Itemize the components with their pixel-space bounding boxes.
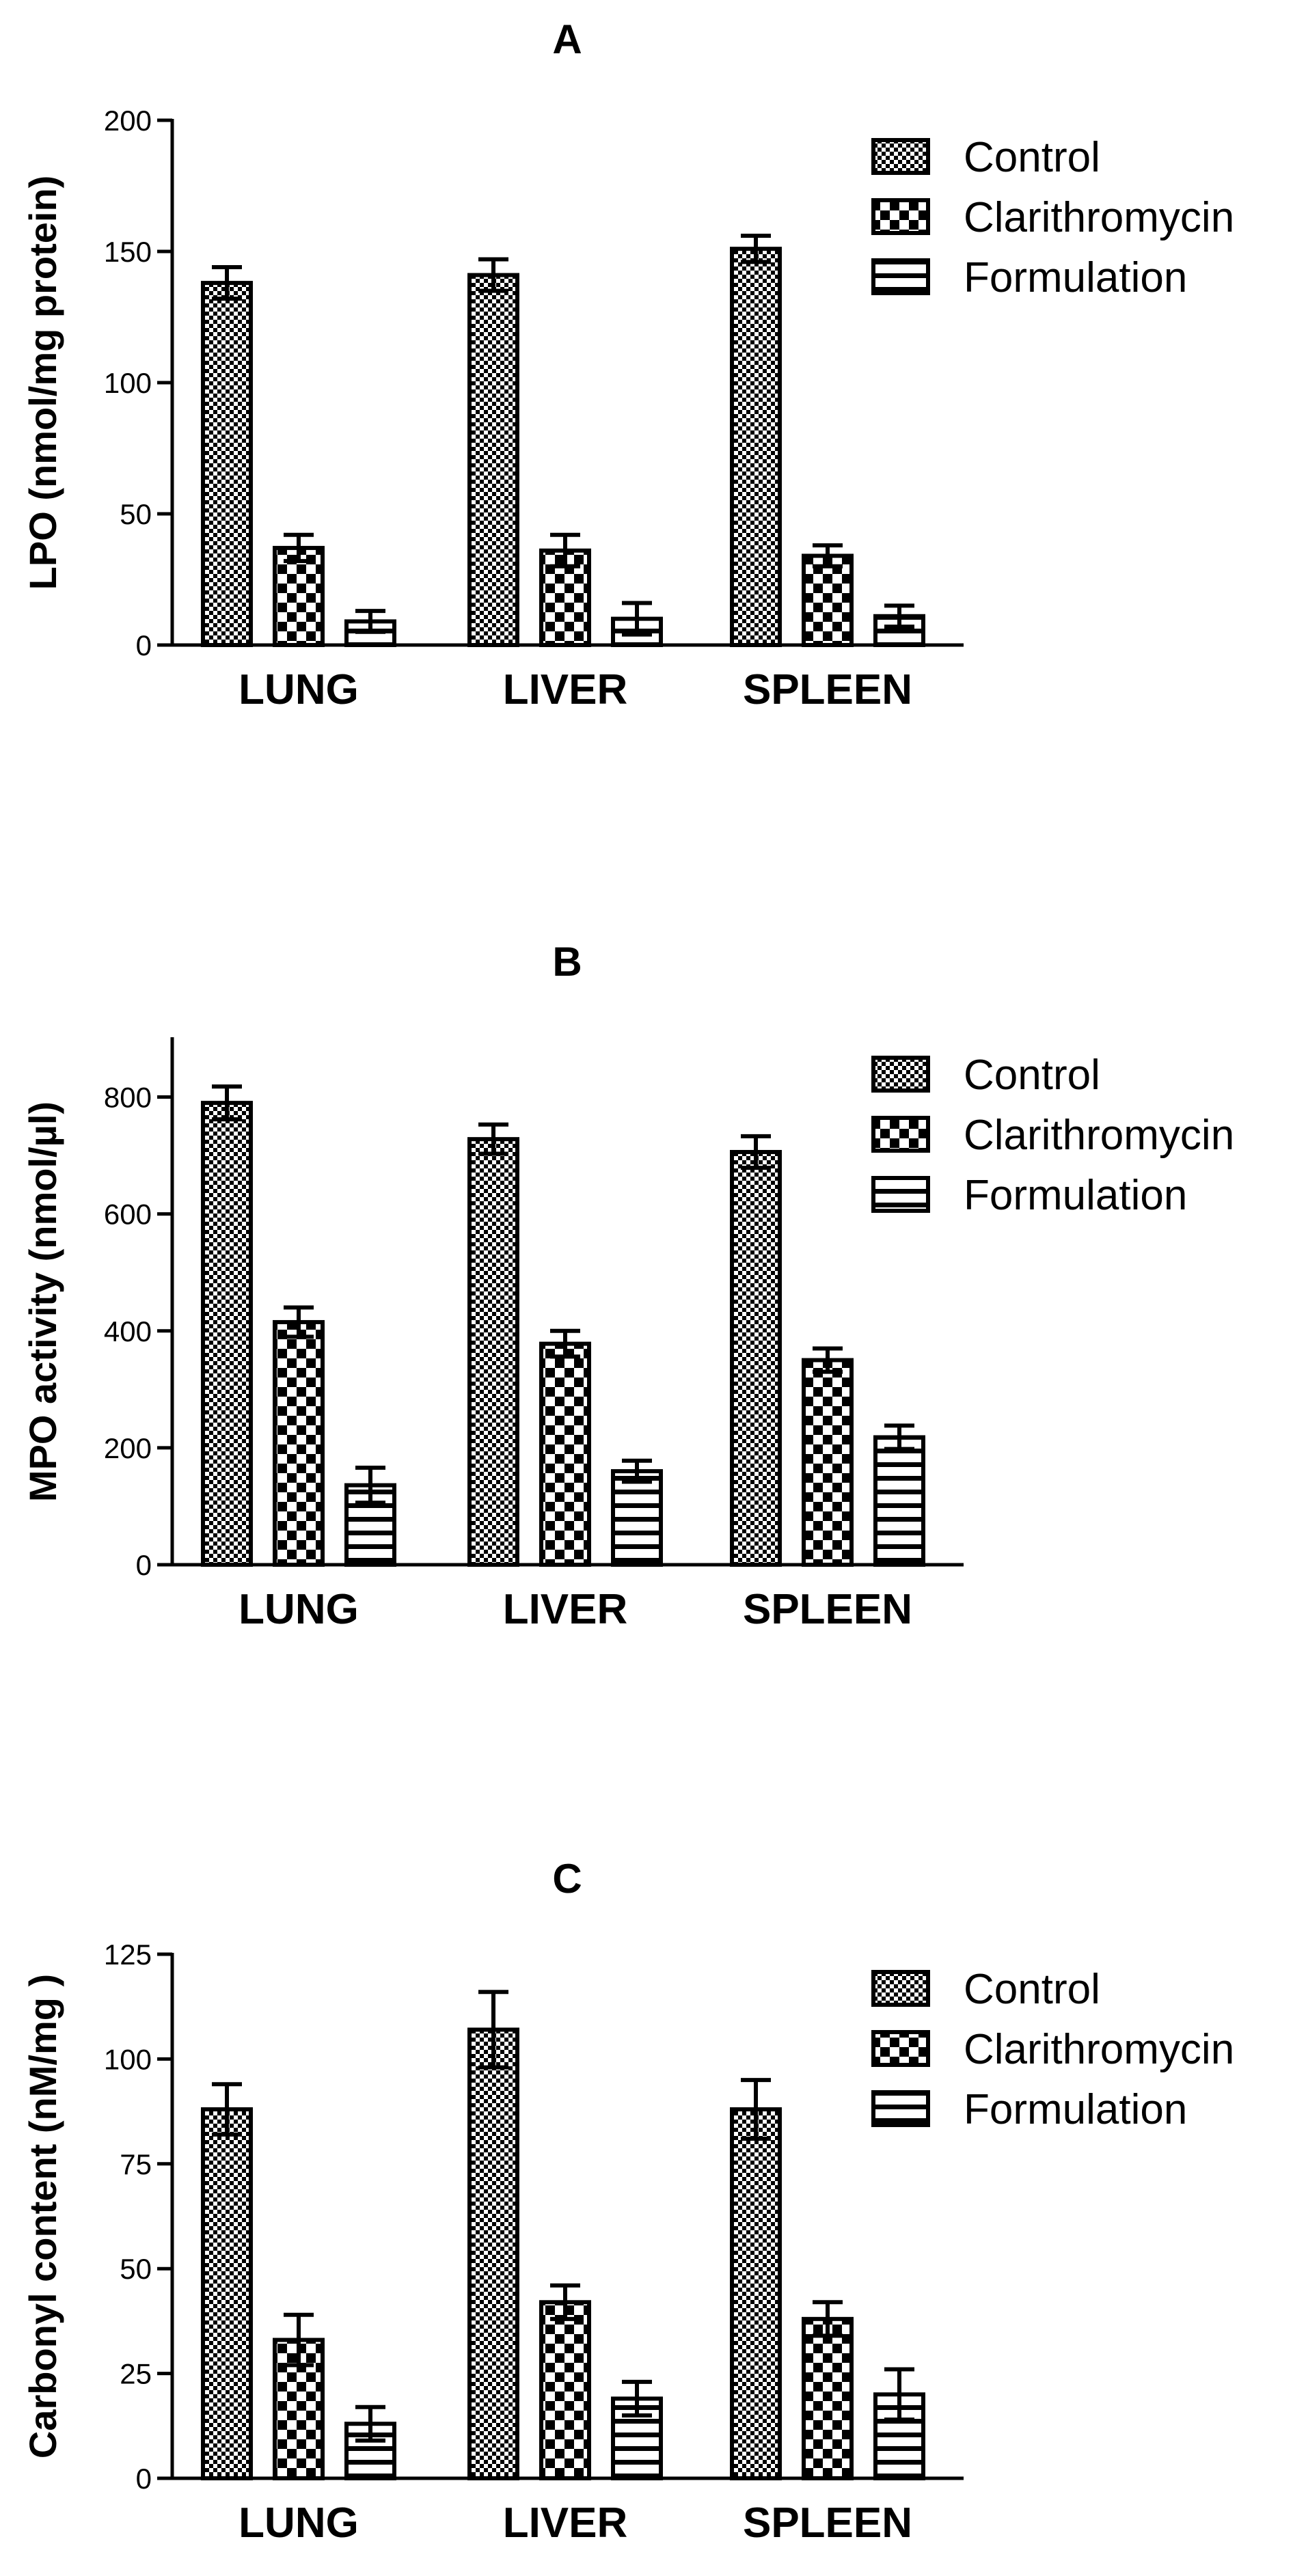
bar: [539, 2300, 591, 2481]
legend: Control Clarithromycin Formulation: [871, 1966, 1234, 2133]
y-tick-label: 75: [120, 2148, 152, 2180]
chart-title: C: [552, 1856, 582, 1902]
bar: [273, 1319, 325, 1567]
bar: [873, 1435, 925, 1567]
y-tick-label: 100: [104, 367, 152, 399]
legend-label: Control: [964, 1052, 1100, 1099]
bar: [201, 281, 253, 647]
y-tick-label: 150: [104, 236, 152, 268]
bar: [730, 2107, 782, 2480]
legend-label: Formulation: [964, 1172, 1187, 1219]
legend: Control Clarithromycin Formulation: [871, 1052, 1234, 1219]
bar: [802, 553, 854, 647]
legend-label: Formulation: [964, 254, 1187, 301]
y-tick-label: 800: [104, 1082, 152, 1114]
y-tick-label: 50: [120, 498, 152, 530]
y-axis-title: Carbonyl content (nM/mg ): [21, 1974, 64, 2458]
y-tick-label: 0: [136, 2463, 152, 2495]
chart-panel: B MPO activity (nmol/µl) 0 200 400 600 800 LUNG…: [21, 939, 1234, 1633]
legend: Control Clarithromycin Formulation: [871, 134, 1234, 301]
legend-label: Control: [964, 1966, 1100, 2013]
y-tick-label: 0: [136, 1549, 152, 1581]
bar: [201, 1101, 253, 1567]
chart-panel: C Carbonyl content (nM/mg ) 0 25 50 75 100 125 L…: [21, 1856, 1234, 2547]
bar: [730, 1149, 782, 1567]
legend-swatch: [871, 1970, 930, 2007]
y-axis-title: LPO (nmol/mg protein): [21, 176, 64, 590]
bar: [802, 1358, 854, 1567]
legend-swatch: [871, 1116, 930, 1153]
y-tick-label: 25: [120, 2358, 152, 2390]
legend-label: Clarithromycin: [964, 1112, 1234, 1159]
legend-label: Control: [964, 134, 1100, 181]
legend-swatch: [871, 258, 930, 295]
bar: [201, 2107, 253, 2480]
y-tick-label: 600: [104, 1198, 152, 1231]
x-tick-label: LIVER: [503, 2499, 628, 2547]
y-tick-label: 100: [104, 2043, 152, 2075]
y-tick-label: 400: [104, 1315, 152, 1347]
x-tick-label: SPLEEN: [743, 1586, 912, 1633]
bar: [467, 2027, 519, 2480]
legend-swatch: [871, 1176, 930, 1213]
bar: [467, 1137, 519, 1567]
legend-swatch: [871, 2030, 930, 2067]
x-tick-label: LUNG: [239, 1586, 359, 1633]
bar: [539, 1341, 591, 1567]
chart-title: A: [552, 16, 582, 62]
y-tick-label: 200: [104, 1432, 152, 1464]
y-tick-label: 50: [120, 2253, 152, 2285]
legend-label: Clarithromycin: [964, 194, 1234, 241]
x-tick-label: SPLEEN: [743, 666, 912, 713]
bar: [467, 273, 519, 647]
legend-swatch: [871, 138, 930, 175]
bar: [611, 1469, 663, 1567]
legend-label: Clarithromycin: [964, 2026, 1234, 2073]
bar: [730, 247, 782, 648]
bar: [802, 2316, 854, 2481]
chart-panel: A LPO (nmol/mg protein) 0 50 100 150 200 LUNG LI…: [21, 16, 1234, 713]
x-tick-label: LUNG: [239, 666, 359, 713]
x-tick-label: SPLEEN: [743, 2499, 912, 2547]
x-tick-label: LIVER: [503, 1586, 628, 1633]
chart-title: B: [552, 939, 582, 985]
x-tick-label: LUNG: [239, 2499, 359, 2547]
y-axis-title: MPO activity (nmol/µl): [21, 1101, 64, 1502]
x-tick-label: LIVER: [503, 666, 628, 713]
legend-swatch: [871, 2090, 930, 2127]
legend-label: Formulation: [964, 2086, 1187, 2133]
y-tick-label: 125: [104, 1938, 152, 1971]
legend-swatch: [871, 1056, 930, 1093]
legend-swatch: [871, 198, 930, 235]
y-tick-label: 200: [104, 105, 152, 137]
y-tick-label: 0: [136, 629, 152, 661]
